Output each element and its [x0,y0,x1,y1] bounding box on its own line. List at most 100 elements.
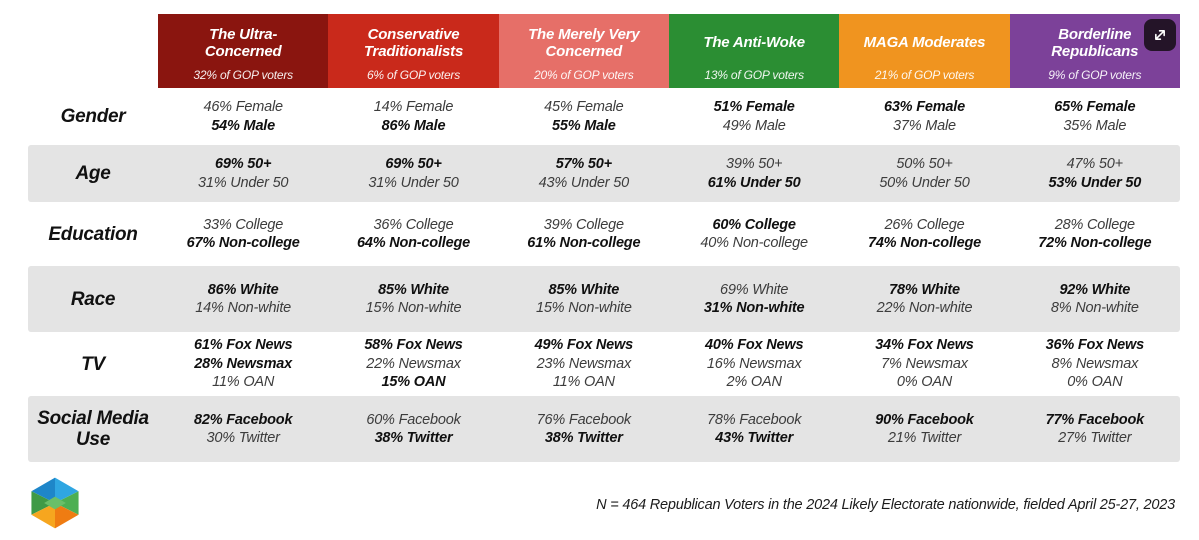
stat-cell: 39% College 61% Non-college [499,216,669,253]
stat-line: 49% Fox News [534,337,634,354]
stat-line: 39% College [543,216,624,233]
table-row-race: Race 86% White 14% Non-white 85% White 15% N… [28,266,1180,332]
table-row-education: Education 33% College 67% Non-college 36% C… [28,202,1180,266]
segment-header-2: Conservative Traditionalists 6% of GOP vo… [328,14,499,88]
stat-line: 76% Facebook [536,411,632,428]
segment-header-3: The Merely Very Concerned 20% of GOP vote… [498,14,669,88]
stat-line: 40% Non-college [700,235,808,251]
segment-subtitle: 20% of GOP voters [534,68,634,82]
row-label: Race [70,288,116,310]
stat-cell: 45% Female 55% Male [499,98,669,135]
stat-line: 30% Twitter [206,430,280,446]
stat-line: 11% OAN [212,374,275,391]
stat-cell: 28% College 72% Non-college [1010,216,1180,253]
row-label: TV [81,353,105,375]
stat-cell: 69% 50+ 31% Under 50 [158,155,328,192]
stat-line: 31% Under 50 [368,174,459,191]
stat-line: 43% Under 50 [538,174,630,191]
row-label: Gender [60,106,126,127]
stat-line: 58% Fox News [364,337,463,354]
stat-line: 55% Male [551,117,616,134]
stat-line: 7% Newsmax [881,355,968,372]
stat-line: 67% Non-college [186,235,300,251]
stat-cell: 69% 50+ 31% Under 50 [328,155,498,192]
stat-line: 11% OAN [552,374,615,391]
stat-line: 65% Female [1054,99,1136,115]
stat-cell: 92% White 8% Non-white [1010,281,1180,318]
segment-subtitle: 6% of GOP voters [366,68,461,82]
table-row-tv: TV 61% Fox News 28% Newsmax 11% OAN 58% Fox … [28,332,1180,396]
table-row-age: Age 69% 50+ 31% Under 50 69% 50+ 31% Under 5… [28,145,1180,202]
stat-line: 53% Under 50 [1048,174,1142,191]
segment-subtitle: 32% of GOP voters [193,68,293,82]
stat-line: 64% Non-college [356,235,470,251]
stat-cell: 65% Female 35% Male [1010,98,1180,135]
stat-line: 28% College [1054,216,1135,233]
stat-line: 61% Fox News [193,337,293,354]
row-label: Age [75,163,111,184]
stat-cell: 51% Female 49% Male [669,98,839,135]
stat-cell: 50% 50+ 50% Under 50 [839,155,1009,192]
stat-cell: 39% 50+ 61% Under 50 [669,155,839,192]
stat-line: 31% Under 50 [198,174,289,191]
table-body: Gender 46% Female 54% Male 14% Female 86% Ma… [28,88,1180,462]
stat-line: 28% Newsmax [194,355,293,372]
stat-line: 45% Female [544,99,624,115]
stat-line: 69% 50+ [215,156,272,172]
stat-line: 60% Facebook [366,411,461,428]
stat-line: 46% Female [203,99,283,115]
segment-header-5: MAGA Moderates 21% of GOP voters [839,14,1010,88]
stat-line: 82% Facebook [193,411,293,428]
stat-line: 51% Female [713,99,795,115]
stat-line: 43% Twitter [715,430,794,446]
stat-cell: 36% College 64% Non-college [328,216,498,253]
table-row-social-media-use: Social Media Use 82% Facebook 30% Twitter 6… [28,396,1180,462]
stat-line: 38% Twitter [374,430,453,446]
stat-cell: 46% Female 54% Male [158,98,328,135]
stat-line: 38% Twitter [544,430,623,446]
stat-line: 31% Non-white [703,300,805,316]
stat-cell: 78% White 22% Non-white [839,281,1009,318]
stat-line: 50% Under 50 [879,174,970,191]
segment-header-4: The Anti-Woke 13% of GOP voters [668,14,840,88]
stat-line: 92% White [1059,281,1131,298]
hexagon-logo [26,474,84,532]
stat-line: 69% 50+ [385,156,442,172]
segment-table: The Ultra-Concerned 32% of GOP voters Cons… [28,14,1180,462]
stat-line: 77% Facebook [1045,411,1145,428]
stat-line: 15% Non-white [365,300,462,316]
stat-cell: 57% 50+ 43% Under 50 [499,155,669,192]
stat-line: 0% OAN [1067,374,1123,391]
segment-subtitle: 21% of GOP voters [874,68,975,82]
stat-line: 23% Newsmax [536,355,632,372]
segment-title: The Ultra-Concerned [204,25,282,60]
stat-line: 54% Male [211,117,275,134]
stat-line: 15% Non-white [535,300,632,316]
segment-subtitle: 13% of GOP voters [704,68,804,82]
stat-cell: 76% Facebook 38% Twitter [499,411,669,448]
stat-line: 78% Facebook [706,411,802,428]
stat-cell: 82% Facebook 30% Twitter [158,411,328,448]
stat-cell: 85% White 15% Non-white [328,281,498,318]
stat-line: 78% White [889,281,960,298]
stat-line: 15% OAN [381,374,446,391]
stat-cell: 14% Female 86% Male [328,98,498,135]
stat-cell: 49% Fox News 23% Newsmax 11% OAN [499,336,669,392]
segment-header-1: The Ultra-Concerned 32% of GOP voters [158,14,329,88]
stat-line: 40% Fox News [704,337,804,354]
stat-line: 8% Newsmax [1051,355,1139,372]
segment-subtitle: 9% of GOP voters [1048,68,1142,82]
stat-line: 61% Non-college [527,235,641,251]
stat-line: 36% College [373,216,454,233]
expand-icon[interactable] [1144,19,1176,51]
header-row: The Ultra-Concerned 32% of GOP voters Cons… [158,14,1180,88]
stat-line: 85% White [548,281,620,298]
stat-line: 33% College [203,216,284,233]
segment-title: MAGA Moderates [863,34,986,51]
stat-line: 90% Facebook [875,411,974,428]
hexagon-logo-glyph [31,477,79,529]
segment-title: The Merely Very Concerned [528,25,640,60]
stat-line: 47% 50+ [1066,156,1123,172]
stat-line: 39% 50+ [726,156,783,172]
stat-line: 0% OAN [896,374,953,391]
